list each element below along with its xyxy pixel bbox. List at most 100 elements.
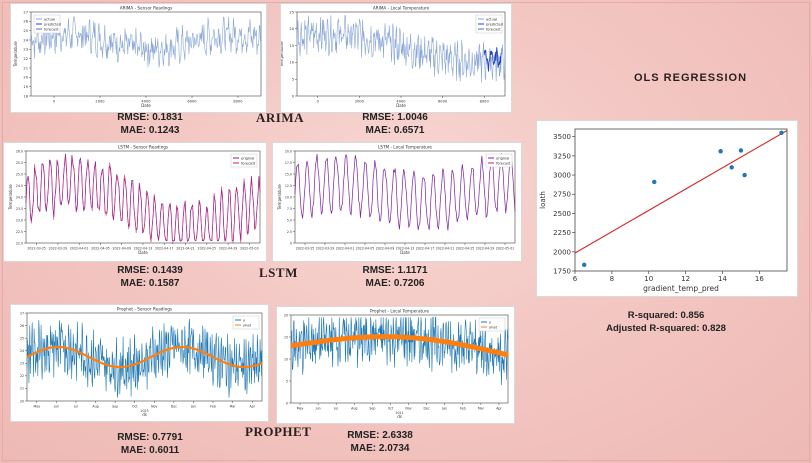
y-tick-label: 20 [284,313,288,317]
x-tick-label: Dec [171,405,177,409]
y-tick-label: 2000 [553,248,571,256]
chart-title: LSTM - Sensor Readings [118,145,168,150]
y-tick-label: 22.0 [16,241,23,245]
prophet-local-chart: Prophet - Local Temperature May Jun Jul Aug S… [276,306,515,424]
x-tick-label: Mar [230,405,237,409]
x-tick-label: 6000 [438,100,448,104]
y-tick-label: 15 [289,44,294,48]
y-tick-label: 0 [292,94,295,98]
y-tick-label: 0 [290,241,292,245]
ols-adjusted-r-squared: Adjusted R-squared: 0.828 [606,323,726,334]
x-tick-label: Jul [333,407,338,411]
legend-label: predicted [44,22,61,26]
series-yhat-line [26,345,263,369]
x-tick-label: 2022-04-21 [436,247,455,251]
x-axis-label: gradient_temp_pred [643,284,719,293]
arima-local-chart: ARIMA - Local Temperature 0 2000 4000 6000 80… [280,3,512,113]
prophet-sensor-metrics: RMSE: 0.7791 MAE: 0.6011 [100,432,200,456]
legend-label: original [496,156,509,160]
y-tick-label: 10.0 [285,195,292,199]
legend-label: forecast [44,27,59,31]
x-tick-label: Oct [388,407,394,411]
y-tick-label: 7.5 [287,207,292,211]
prophet-sensor-chart: Prophet - Sensor Readings May Jun Jul Aug Sep… [10,304,269,422]
y-tick-label: 15.0 [285,172,292,176]
scatter-point [729,165,734,170]
scatter-point [582,262,587,268]
x-tick-label: 2000 [95,100,105,104]
x-tick-label: 2022-04-01 [336,247,355,251]
x-axis-label: ds [142,412,147,417]
x-tick-label: 2022-04-05 [91,247,110,251]
rmse-text: RMSE: 0.1439 [117,265,183,276]
y-tick-label: 2.5 [287,230,292,234]
x-tick-label: May [297,407,304,411]
x-tick-label: Oct [132,405,138,409]
rmse-text: RMSE: 1.0046 [362,112,428,123]
x-tick-label: 8000 [233,100,243,104]
series-forecast-line [25,156,261,244]
arima-label: ARIMA [256,110,304,125]
rmse-text: RMSE: 0.7791 [117,432,183,443]
y-tick-label: 3000 [553,172,571,180]
y-tick-label: 3500 [553,133,571,141]
x-tick-label: Dec [424,407,430,411]
x-tick-label: 2022-03-25 [296,247,315,251]
y-tick-label: 10 [289,61,294,65]
scatter-point [779,130,784,136]
x-tick-label: Mar [478,407,485,411]
chart-title: LSTM - Local Temperature [378,145,432,150]
y-tick-label: 24.5 [16,184,23,188]
legend-label: yhat [489,325,498,329]
x-tick-label: Apr [249,405,255,409]
x-tick-label: Aug [92,405,98,409]
x-tick-label: 8000 [480,100,490,104]
series-y-line [290,316,509,386]
y-tick-label: 15 [284,335,288,339]
y-tick-label: 25.0 [16,172,23,176]
y-axis-label: Temperature [13,41,18,68]
y-tick-label: 17.5 [285,161,292,165]
legend-label: forecast [241,161,256,165]
x-axis-label: ds [397,414,402,419]
legend-label: forecast [496,161,511,165]
y-tick-label: 24 [23,38,28,42]
legend-box [485,153,513,168]
legend-label: actual [486,17,497,21]
x-tick-label: 16 [755,275,764,283]
x-tick-label: Sep [112,405,118,409]
y-axis-label: Temperature [277,184,282,211]
x-tick-label: Apr [496,407,502,411]
series-y-line [26,318,263,398]
y-tick-label: 23 [23,48,28,52]
series-yhat-band [290,334,509,358]
chart-title: ARIMA - Local Temperature [373,6,430,11]
legend-box [478,317,506,332]
y-tick-label: 19 [23,85,28,89]
mae-text: MAE: 0.1587 [120,278,180,289]
ols-chart: 6 8 10 12 14 16 1750 2000 2250 2500 2750 3000 3250 35… [536,120,798,297]
mae-text: MAE: 0.7206 [365,278,425,289]
y-tick-label: 20 [20,399,24,403]
plot-frame [25,150,261,244]
x-tick-label: 6000 [187,100,197,104]
y-tick-label: 26 [23,20,28,24]
x-tick-label: Feb [460,407,466,411]
y-tick-label: 20.0 [285,149,292,153]
arima-local-metrics: RMSE: 1.0046 MAE: 0.6571 [345,112,445,136]
y-tick-label: 2250 [553,229,571,237]
x-tick-label: 4000 [396,100,406,104]
arima-sensor-chart: ARIMA - Sensor Readings 0 2000 4000 6000 8000… [10,3,267,113]
x-tick-label: May [33,405,40,409]
x-tick-label: Aug [351,407,357,411]
y-tick-label: 10 [284,357,288,361]
lstm-sensor-metrics: RMSE: 0.1439 MAE: 0.1587 [100,265,200,289]
rmse-text: RMSE: 1.1171 [362,265,428,276]
x-tick-label: 2022-04-05 [356,247,375,251]
x-tick-label: 10 [644,275,653,283]
y-tick-label: 21 [23,66,28,70]
y-tick-label: 21 [20,387,24,391]
y-tick-label: 0 [286,401,288,405]
legend-label: predicted [486,22,503,26]
legend-box [230,153,258,168]
